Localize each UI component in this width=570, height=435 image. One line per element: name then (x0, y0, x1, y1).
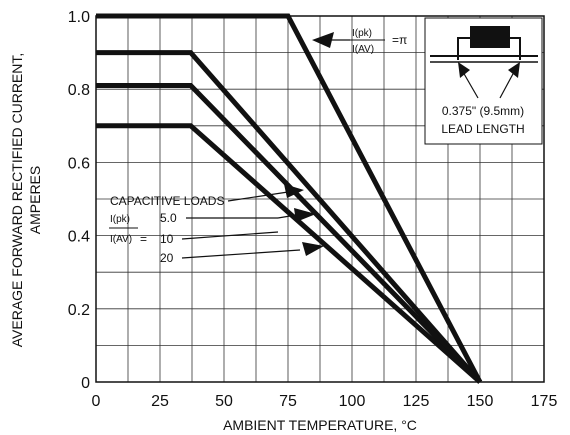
lead-length-label: LEAD LENGTH (441, 122, 524, 136)
load-leader-20 (181, 249, 301, 259)
x-axis-ticks: 0 25 50 75 100 125 150 175 (92, 393, 558, 410)
inset-arrow-right-shaft (499, 71, 515, 99)
x-tick-label: 100 (339, 393, 366, 410)
ratio-pi-numerator: I(pk) (352, 28, 372, 39)
load-value-5: 5.0 (160, 211, 177, 225)
series-line-3 (96, 83, 482, 384)
capacitive-loads-leader (227, 191, 289, 202)
lead-length-inset: 0.375" (9.5mm) LEAD LENGTH (424, 17, 543, 145)
load-value-10: 10 (160, 232, 174, 246)
x-tick-label: 75 (279, 393, 297, 410)
arrow-10-icon (294, 208, 316, 222)
x-tick-label: 175 (531, 393, 558, 410)
arrow-pi-icon (312, 32, 334, 48)
inset-arrow-left-icon (458, 62, 470, 78)
y-axis-label: AVERAGE FORWARD RECTIFIED CURRENT, (9, 53, 25, 348)
load-leader-10 (181, 231, 279, 240)
capacitive-loads-legend: CAPACITIVE LOADS I(pk) I(AV) = 5.0 10 20 (109, 184, 324, 265)
y-axis-label-units: AMPERES (27, 166, 43, 234)
ratio-equals: = (140, 232, 147, 246)
arrow-5-icon (284, 184, 304, 198)
x-tick-label: 25 (151, 393, 169, 410)
component-body-icon (470, 26, 510, 48)
lead-left (457, 37, 470, 60)
inset-arrow-left-shaft (462, 71, 479, 99)
y-tick-label: 0.6 (68, 155, 90, 172)
capacitive-loads-title: CAPACITIVE LOADS (110, 194, 224, 208)
ratio-pi-value: =π (392, 33, 407, 47)
load-value-20: 20 (160, 251, 174, 265)
ratio-denominator: I(AV) (110, 234, 132, 245)
x-tick-label: 150 (467, 393, 494, 410)
y-tick-label: 1.0 (68, 9, 90, 26)
y-tick-label: 0.8 (68, 82, 90, 99)
y-tick-label: 0.2 (68, 302, 90, 319)
ratio-pi-annotation: I(pk) I(AV) =π (312, 28, 407, 55)
x-tick-label: 125 (403, 393, 430, 410)
y-tick-label: 0.4 (68, 229, 90, 246)
series-lines (96, 13, 483, 384)
series-line-1 (96, 13, 483, 384)
plot-frame (95, 15, 545, 383)
y-tick-label: 0 (81, 375, 90, 392)
arrow-20-icon (302, 242, 324, 256)
lead-length-dimension: 0.375" (9.5mm) (442, 104, 524, 118)
x-tick-label: 50 (215, 393, 233, 410)
ratio-pi-denominator: I(AV) (352, 44, 374, 55)
series-line-4 (96, 123, 482, 384)
x-tick-label: 0 (92, 393, 101, 410)
series-line-2 (96, 50, 482, 384)
x-axis-label: AMBIENT TEMPERATURE, °C (223, 417, 417, 433)
inset-arrow-right-icon (508, 62, 520, 78)
y-axis-ticks: 0 0.2 0.4 0.6 0.8 1.0 (68, 9, 90, 392)
load-leader-5b (277, 214, 297, 219)
lead-right (508, 37, 521, 60)
ratio-numerator: I(pk) (110, 214, 130, 225)
